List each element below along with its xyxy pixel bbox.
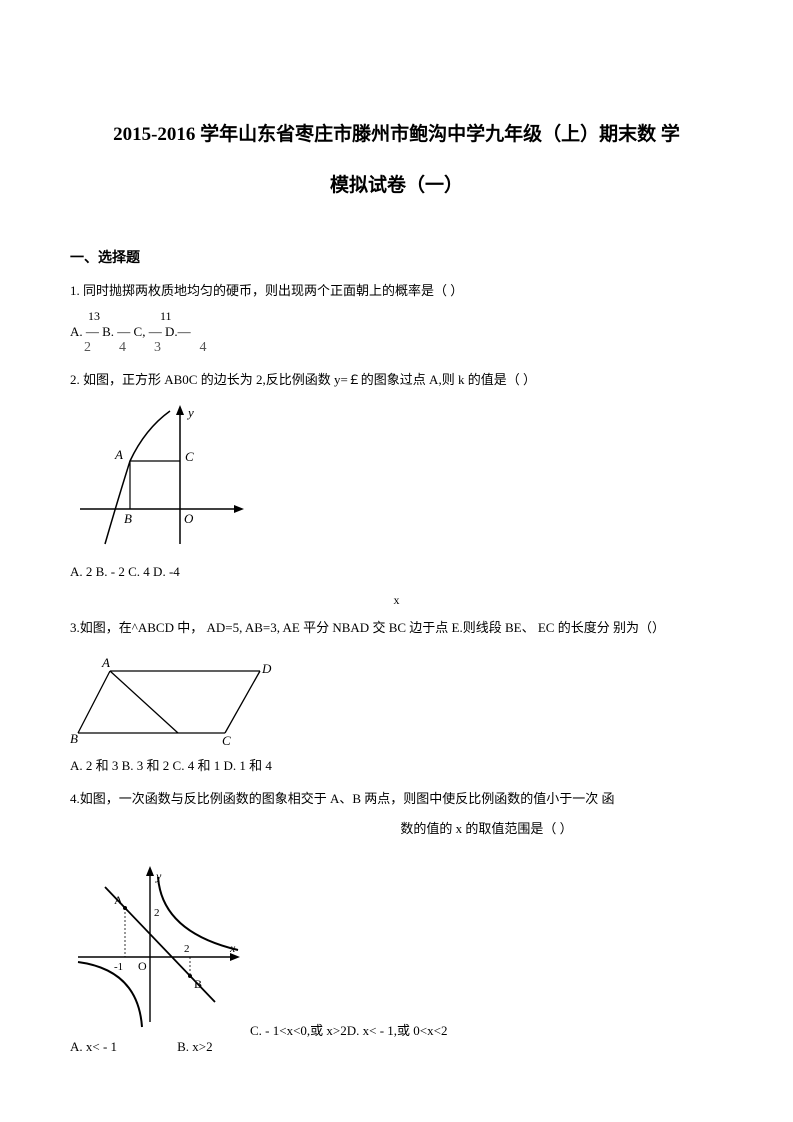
q4-option-a: A. x< - 1	[70, 1039, 117, 1055]
svg-text:B: B	[70, 731, 78, 746]
svg-text:C: C	[222, 733, 231, 748]
q1-options: 13 11 A. — B. — C, — D.— 2 4 3 4	[70, 309, 723, 356]
svg-text:B: B	[124, 511, 132, 526]
section-header: 一、选择题	[70, 247, 723, 267]
page-title-line1: 2015-2016 学年山东省枣庄市滕州市鲍沟中学九年级（上）期末数 学	[70, 120, 723, 150]
q1-nums-label: A. — B. — C, — D.—	[70, 324, 207, 340]
q1-text: 1. 同时抛掷两枚质地均匀的硬币，则出现两个正面朝上的概率是（ ）	[70, 279, 723, 302]
svg-text:2: 2	[154, 907, 160, 919]
q2-subx: x	[70, 593, 723, 608]
svg-text:y: y	[186, 405, 194, 420]
q2-options: A. 2 B. - 2 C. 4 D. -4	[70, 562, 723, 583]
svg-text:C: C	[185, 449, 194, 464]
svg-text:O: O	[184, 511, 194, 526]
q1-nums-top: 13 11	[70, 309, 207, 324]
svg-text:D: D	[261, 661, 272, 676]
svg-text:B: B	[194, 977, 202, 991]
q4-text2: 数的值的 x 的取值范围是（ ）	[250, 817, 723, 840]
q4-text1: 4.如图，一次函数与反比例函数的图象相交于 A、B 两点，则图中使反比例函数的值…	[70, 787, 723, 810]
q3-options: A. 2 和 3 B. 3 和 2 C. 4 和 1 D. 1 和 4	[70, 756, 723, 777]
q4-options-ab: A. x< - 1 B. x>2	[70, 1039, 723, 1055]
svg-text:2: 2	[184, 943, 190, 955]
q2-graph: A C B O y	[70, 399, 723, 554]
svg-text:y: y	[155, 869, 162, 883]
q3-text: 3.如图，在^ABCD 中， AD=5, AB=3, AE 平分 NBAD 交 …	[70, 616, 723, 639]
svg-text:x: x	[229, 941, 236, 955]
q4-option-c: C. - 1<x<0,或 x>2D. x< - 1,或 0<x<2	[250, 1020, 723, 1039]
svg-text:A: A	[114, 447, 123, 462]
svg-text:A: A	[101, 655, 110, 670]
q2-text: 2. 如图，正方形 AB0C 的边长为 2,反比例函数 y=￡的图象过点 A,则…	[70, 368, 723, 391]
svg-text:-1: -1	[114, 961, 123, 973]
page-title-line2: 模拟试卷（一）	[70, 170, 723, 197]
q1-dens: 2 4 3 4	[84, 340, 207, 356]
svg-text:A: A	[114, 893, 123, 907]
q3-graph: A D B C	[70, 653, 723, 748]
q4-option-b: B. x>2	[177, 1039, 213, 1055]
q4-graph: A B O y x -1 2 2	[70, 862, 723, 1032]
svg-text:O: O	[138, 959, 147, 973]
